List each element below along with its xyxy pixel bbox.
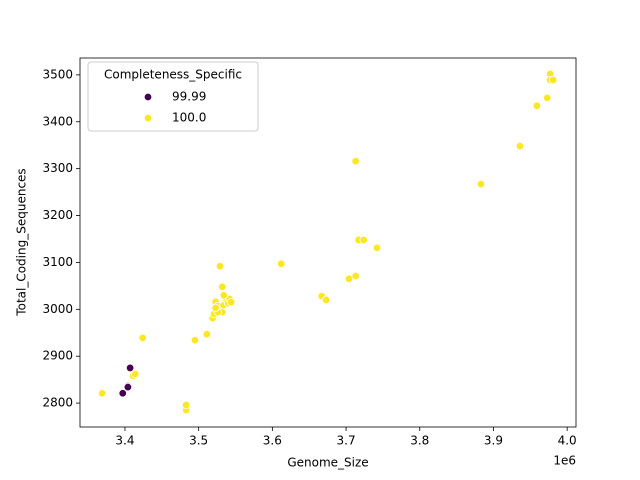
scatter-point (97, 389, 107, 398)
scatter-point (476, 179, 486, 189)
scatter-point (181, 400, 191, 410)
scatter-point (190, 336, 200, 345)
scatter-point (543, 93, 552, 103)
scatter-point (548, 75, 558, 85)
scatter-point (226, 298, 236, 307)
y-tick-label: 3300 (42, 161, 73, 175)
scatter-point (372, 243, 382, 253)
x-tick-label: 3.8 (410, 434, 429, 448)
scatter-point (202, 329, 211, 339)
legend-label: 99.99 (172, 90, 206, 104)
scatter-point (219, 291, 228, 300)
scatter-point (532, 101, 542, 111)
scatter-point (515, 141, 525, 151)
legend-box (87, 61, 259, 132)
x-tick-label: 3.9 (484, 434, 503, 448)
y-tick-label: 2800 (42, 396, 73, 410)
x-tick-label: 3.5 (189, 434, 208, 448)
scatter-point (123, 382, 133, 392)
scatter-point (211, 303, 220, 313)
y-tick-label: 3000 (42, 302, 73, 316)
plot-frame (79, 57, 577, 428)
legend-label: 100.0 (172, 111, 206, 125)
scatter-point (277, 259, 286, 269)
scatter-point (215, 261, 225, 271)
x-tick-label: 3.4 (115, 434, 134, 448)
scatter-point (125, 363, 135, 373)
x-tick-label: 4.0 (558, 434, 577, 448)
scatter-point (359, 235, 368, 245)
scatter-point (118, 389, 127, 398)
scatter-point (351, 271, 360, 281)
x-tick-label: 3.6 (263, 434, 282, 448)
y-axis-label: Total_Coding_Sequences (15, 168, 29, 316)
y-tick-label: 3200 (42, 208, 73, 222)
x-axis-label: Genome_Size (287, 456, 368, 470)
y-tick-label: 3100 (42, 255, 73, 269)
scatter-point (138, 333, 147, 343)
scatter-point (131, 369, 140, 379)
y-tick-label: 3400 (42, 114, 73, 128)
scatter-point (321, 295, 331, 305)
y-tick-label: 3500 (42, 67, 73, 81)
y-tick-label: 2900 (42, 349, 73, 363)
scatter-point (218, 282, 227, 292)
x-offset-label: 1e6 (553, 454, 576, 468)
legend-marker (143, 113, 153, 123)
scatter-point (351, 156, 360, 166)
legend-marker (143, 92, 153, 102)
legend-title: Completeness_Specific (104, 68, 242, 82)
x-tick-label: 3.7 (337, 434, 356, 448)
